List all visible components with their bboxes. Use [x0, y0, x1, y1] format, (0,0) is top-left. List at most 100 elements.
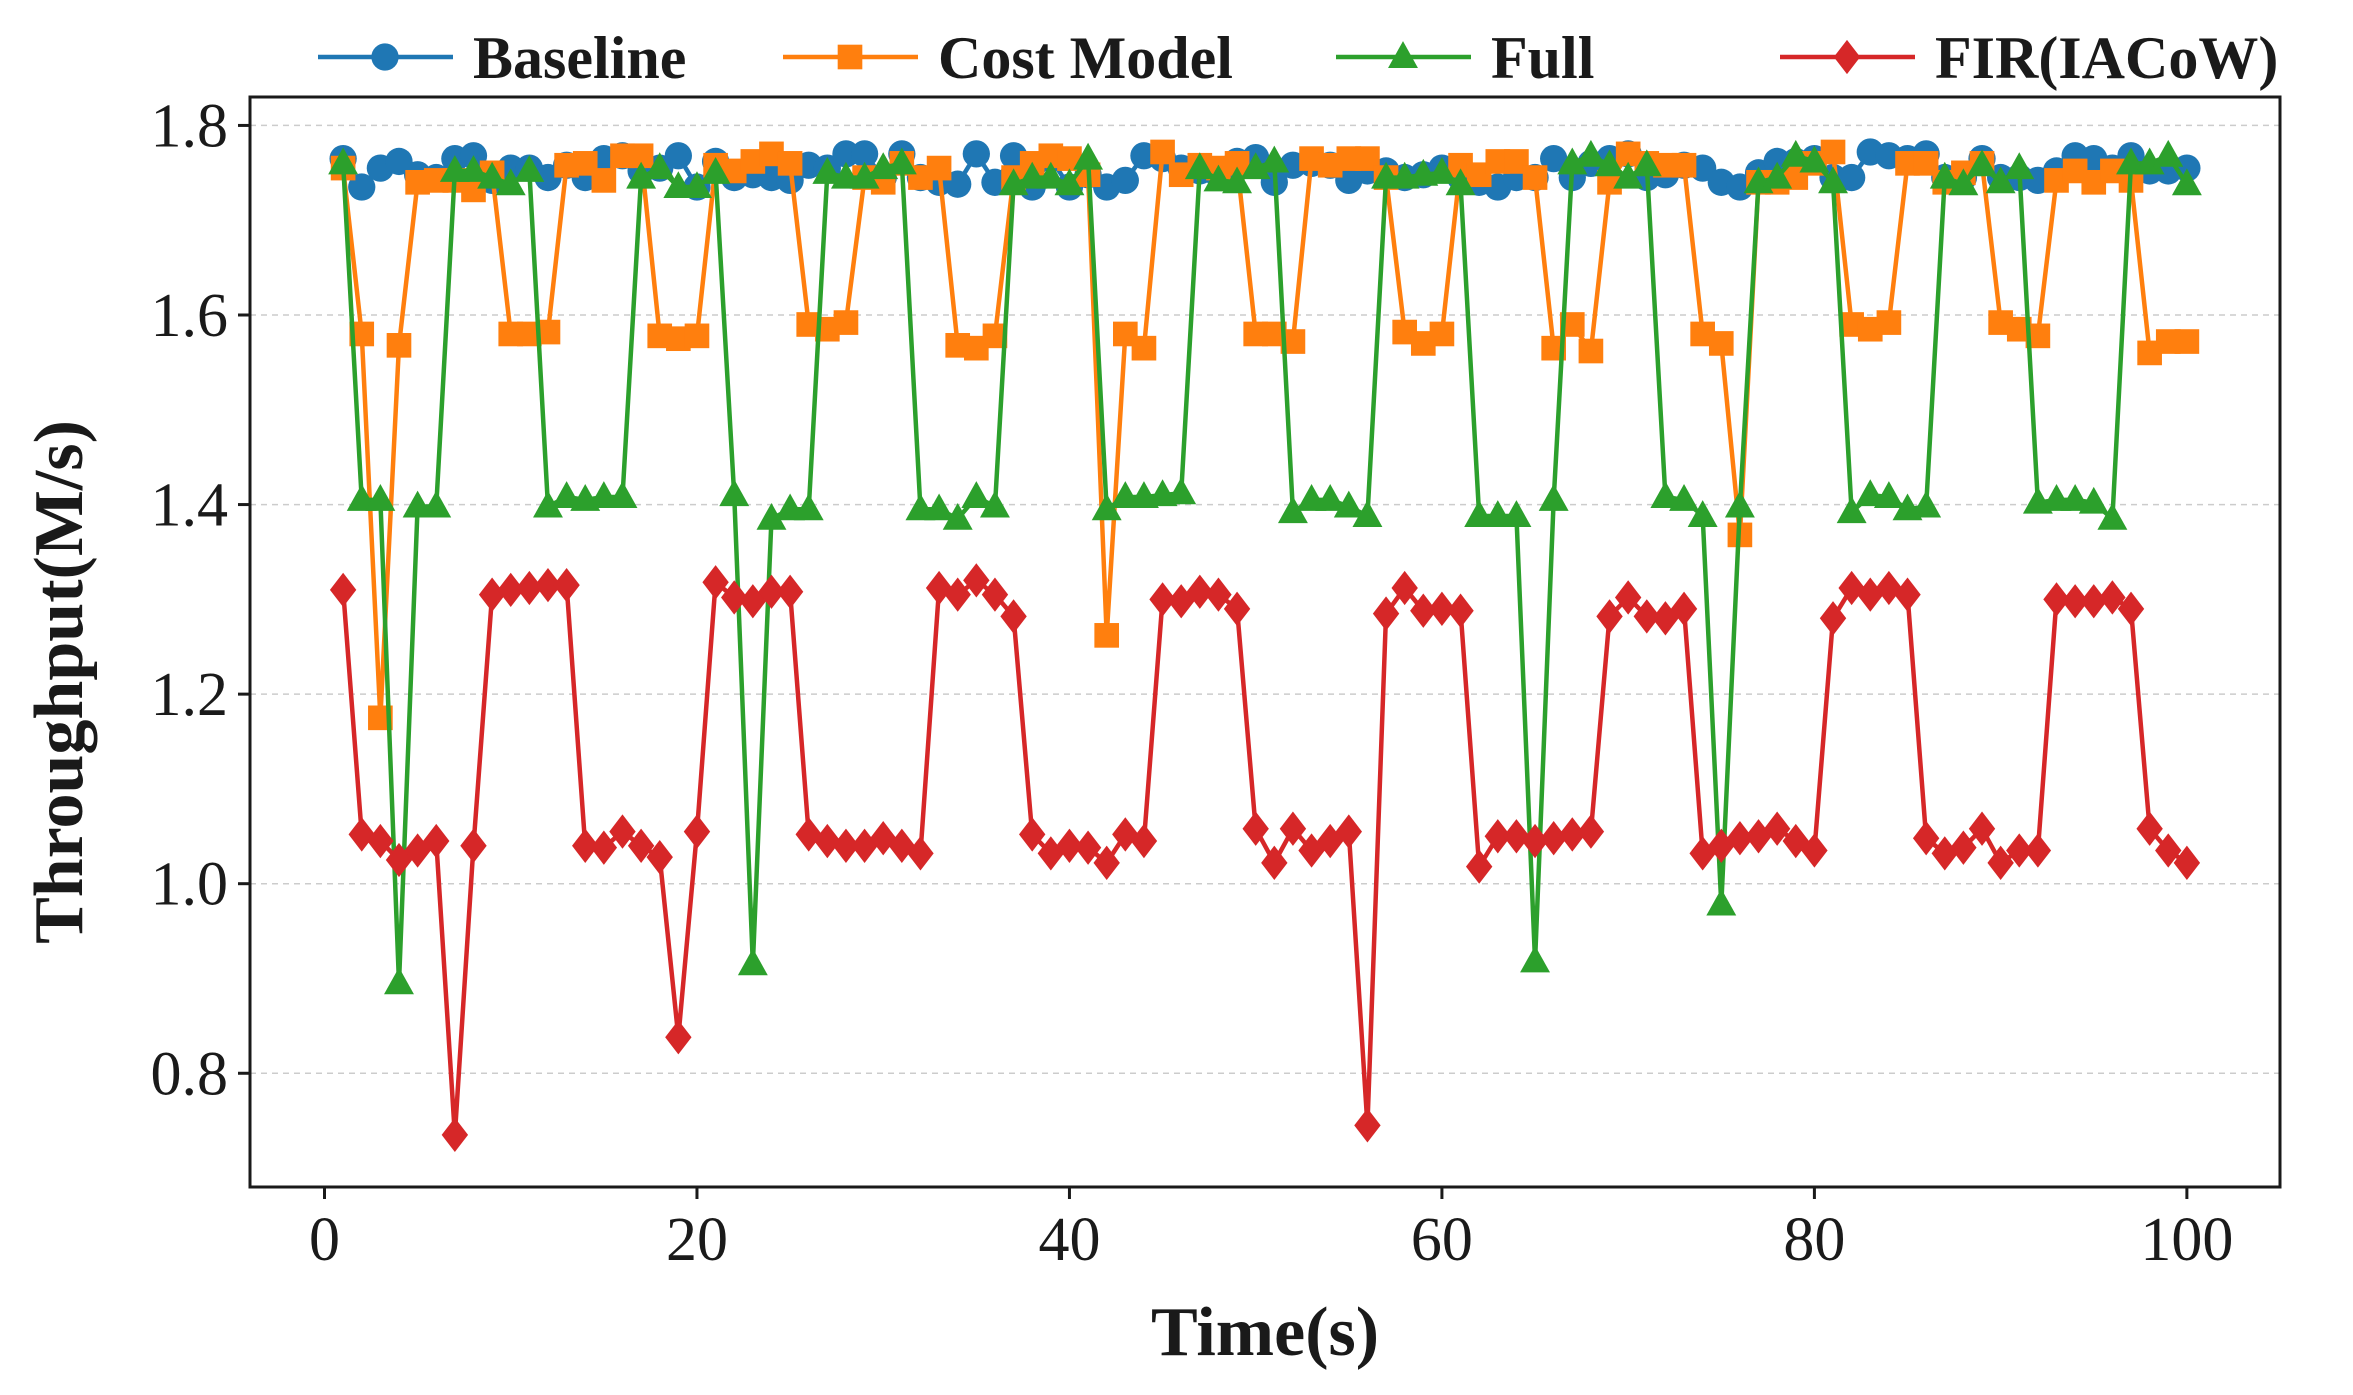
data-point-full [1799, 145, 1830, 173]
data-point-full [1259, 145, 1290, 173]
y-tick-label: 1.4 [151, 472, 229, 540]
data-point-fir-iacow [1614, 580, 1642, 615]
data-point-full [1054, 168, 1085, 196]
data-point-fir-iacow [721, 580, 748, 615]
data-point-fir-iacow [925, 570, 953, 606]
data-point-fir-iacow [1577, 814, 1605, 849]
series-line-fir-iacow [340, 578, 2189, 1138]
data-point-baseline [962, 140, 990, 168]
data-point-fir-iacow [981, 577, 1009, 612]
x-tick-label: 100 [2140, 1206, 2233, 1274]
data-point-full [1352, 500, 1383, 527]
data-point-fir-iacow [1596, 599, 1623, 634]
data-point-fir-iacow [1410, 593, 1437, 628]
legend-entry-baseline: Baseline [318, 25, 686, 91]
data-point-fir-iacow [1503, 819, 1530, 854]
data-point-fir-iacow [1857, 577, 1884, 612]
data-point-fir-iacow [1726, 821, 1754, 856]
data-point-fir-iacow [1670, 591, 1698, 626]
data-point-fir-iacow [814, 823, 841, 859]
data-point-full [533, 490, 563, 518]
data-point-fir-iacow [441, 1117, 469, 1153]
data-point-full [1687, 500, 1718, 527]
data-point-fir-iacow [1223, 591, 1251, 626]
data-point-fir-iacow [1335, 814, 1363, 849]
data-point-fir-iacow [1149, 582, 1176, 617]
data-point-full [1631, 149, 1662, 177]
data-point-fir-iacow [1801, 833, 1828, 868]
data-point-fir-iacow [460, 828, 487, 863]
data-point-full [849, 161, 880, 189]
data-point-full [700, 156, 731, 184]
data-point-full [1911, 490, 1942, 518]
data-point-cost-model [1708, 331, 1734, 356]
data-point-fir-iacow [1838, 570, 1865, 606]
data-point-fir-iacow [1540, 821, 1567, 856]
data-point-full [1762, 161, 1793, 189]
data-point-fir-iacow [348, 817, 375, 852]
data-point-fir-iacow [1875, 570, 1903, 606]
data-point-fir-iacow [832, 828, 860, 863]
data-point-full [365, 483, 396, 511]
data-point-fir-iacow [2173, 845, 2201, 881]
data-point-fir-iacow [1633, 599, 1660, 634]
data-point-full [2004, 152, 2035, 180]
data-point-fir-iacow [2155, 833, 2182, 868]
legend-marker-full [1388, 41, 1418, 68]
data-point-full [2097, 502, 2128, 530]
data-point-fir-iacow [1894, 577, 1921, 612]
data-point-full [1650, 481, 1681, 508]
data-point-fir-iacow [1093, 845, 1120, 881]
data-point-full [1836, 496, 1867, 524]
data-point-full [979, 490, 1010, 518]
data-point-fir-iacow [1019, 817, 1046, 852]
data-point-full [886, 147, 917, 175]
data-point-full [626, 161, 657, 189]
data-point-full [1818, 166, 1848, 194]
legend-entry-full: Full [1336, 25, 1594, 91]
data-point-fir-iacow [1763, 811, 1791, 846]
data-point-full [2171, 168, 2202, 196]
data-point-fir-iacow [1931, 836, 1958, 871]
data-point-fir-iacow [702, 565, 729, 600]
data-point-full [1706, 888, 1737, 916]
data-point-cost-model [1522, 165, 1548, 190]
data-point-full [2153, 139, 2184, 167]
data-point-fir-iacow [1912, 821, 1940, 856]
data-point-fir-iacow [1242, 811, 1269, 846]
data-point-full [719, 479, 750, 507]
data-point-fir-iacow [758, 574, 785, 609]
legend-label-baseline: Baseline [473, 25, 686, 91]
data-point-cost-model [1876, 310, 1902, 335]
data-point-full [961, 481, 992, 508]
data-point-full [458, 155, 489, 182]
data-point-full [1557, 147, 1588, 175]
y-tick-label: 0.8 [151, 1040, 229, 1108]
data-point-cost-model [1094, 623, 1120, 648]
data-point-fir-iacow [367, 823, 394, 859]
data-point-full [1166, 477, 1197, 505]
x-axis-label: Time(s) [1151, 1294, 1379, 1371]
data-point-full [644, 152, 675, 180]
data-point-full [2078, 486, 2109, 514]
data-point-fir-iacow [1559, 817, 1586, 852]
data-point-full [1445, 168, 1476, 196]
x-tick-label: 0 [309, 1206, 340, 1274]
data-point-full [1948, 168, 1979, 196]
data-point-fir-iacow [1782, 823, 1809, 859]
data-point-fir-iacow [1167, 584, 1195, 619]
data-point-full [942, 502, 973, 530]
data-point-fir-iacow [1074, 830, 1102, 865]
legend-label-cost-model: Cost Model [938, 25, 1233, 91]
data-point-fir-iacow [1484, 819, 1511, 854]
data-point-fir-iacow [590, 830, 618, 865]
data-point-full [924, 493, 955, 521]
data-point-fir-iacow [1950, 830, 1977, 865]
data-point-full [421, 490, 452, 518]
data-point-baseline [1838, 163, 1866, 192]
data-point-fir-iacow [2136, 811, 2163, 846]
y-tick-label: 1.8 [151, 92, 229, 160]
data-point-fir-iacow [609, 814, 636, 849]
grid-layer [250, 124, 2280, 1075]
legend-marker-cost-model [837, 44, 863, 70]
